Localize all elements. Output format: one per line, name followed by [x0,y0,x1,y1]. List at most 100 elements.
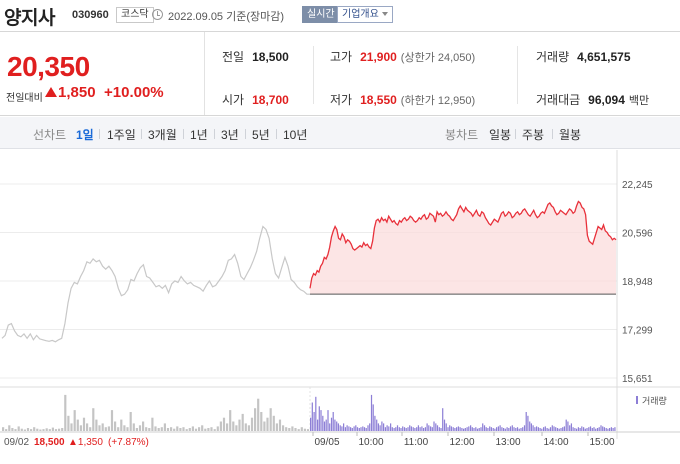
stat-label: 시가 [222,93,245,107]
volume-bar-today [323,421,326,431]
tab-5year[interactable]: 5년 [252,128,270,142]
volume-bar-today [430,426,432,431]
stat-high: 고가 21,900 (상한가 24,050) [330,48,475,65]
footer-close: 18,500 [34,437,65,448]
volume-bar-today [384,427,387,431]
volume-bar-today [511,425,513,431]
volume-bar-prev [86,423,89,431]
volume-bar-today [501,427,503,431]
volume-bar-today [607,428,609,431]
volume-bar-prev [188,428,191,431]
volume-bar-prev [145,427,148,431]
volume-bar-today [396,425,399,431]
stat-value: 18,700 [252,93,289,107]
volume-bar-today [391,427,393,431]
volume-bar-today [376,419,378,431]
volume-bar-today [598,427,600,431]
volume-bar-today [395,427,397,431]
volume-bar-prev [64,394,67,431]
footer-change: ▲1,350 [68,437,103,448]
volume-bar-today [569,425,571,431]
volume-bar-today [522,427,524,431]
tab-3year[interactable]: 3년 [221,128,239,142]
volume-bar-today [454,428,456,431]
volume-bar-today [574,428,576,431]
volume-bar-today [546,428,548,431]
volume-bar-today [551,425,553,431]
stat-volume: 거래량 4,651,575 [536,48,631,65]
tab-1week[interactable]: 1주일 [107,128,136,142]
volume-bar-today [329,423,331,431]
volume-bar-today [539,428,541,431]
volume-bar-prev [210,427,213,431]
volume-bar-today [515,428,517,431]
volume-bar-today [457,426,460,431]
volume-bar-today [490,427,493,431]
tab-1year[interactable]: 1년 [190,128,208,142]
chevron-down-icon [381,12,388,17]
volume-bar-prev [185,429,188,431]
stat-open: 시가 18,700 [222,91,289,108]
x-tick-label: 11:00 [404,437,429,448]
stat-value: 18,550 [360,93,397,107]
volume-bar-prev [26,428,30,431]
tab-divider [214,129,215,139]
price-chart[interactable]: 22,245 20,596 18,948 17,299 15,651 09/05 10:0… [0,150,680,459]
volume-bar-prev [288,428,291,431]
change-label: 전일대비 [6,93,43,104]
volume-bar-today [513,427,515,431]
tab-1day[interactable]: 1일 [76,128,94,142]
tab-weekly-candle[interactable]: 주봉 [522,128,545,142]
volume-bar-today [593,427,595,431]
stat-value: 96,094 [588,93,625,107]
tab-monthly-candle[interactable]: 월봉 [559,128,582,142]
volume-bar-prev [126,427,129,431]
volume-bar-today [548,428,550,431]
volume-bar-today [577,427,580,431]
volume-bar-prev [51,427,54,431]
volume-bar-today [327,410,329,431]
volume-bar-today [332,412,334,431]
stock-name: 양지사 [4,8,55,29]
volume-bar-today [470,425,472,431]
realtime-button[interactable]: 실시간 [302,6,340,23]
volume-bar-today [398,427,400,431]
volume-bar-prev [8,425,11,431]
stat-value: 21,900 [360,50,397,64]
price-change: 1,850 [58,84,96,101]
volume-bar-prev [241,413,244,431]
volume-bar-today [405,428,407,431]
volume-bar-prev [5,429,8,431]
volume-bar-prev [176,426,179,431]
volume-bar-today [588,427,590,431]
volume-bar-prev [142,421,145,431]
stat-label: 저가 [330,93,353,107]
volume-bar-prev [58,428,61,431]
tab-daily-candle[interactable]: 일봉 [489,128,512,142]
volume-bar-today [605,428,607,431]
volume-bar-prev [54,429,58,431]
x-tick-label: 15:00 [589,437,614,448]
company-overview-button[interactable]: 기업개요 [337,6,393,23]
volume-bar-today [529,421,531,431]
tab-3month[interactable]: 3개월 [148,128,177,142]
volume-bar-today [350,427,352,431]
volume-bar-today [556,428,559,431]
volume-bar-prev [250,417,254,431]
price-change-rate: +10.00% [104,84,164,101]
volume-bar-today [421,426,423,431]
volume-bar-today [553,426,555,431]
tab-10year[interactable]: 10년 [283,128,308,142]
volume-bar-prev [226,423,229,431]
volume-bar-prev [82,417,86,431]
stat-prev-close: 전일 18,500 [222,48,289,65]
volume-bar-today [473,428,475,431]
volume-bar-today [356,427,359,431]
clock-icon [152,9,163,20]
volume-bar-today [463,428,465,431]
volume-bar-today [417,425,420,431]
volume-bar-today [523,425,526,431]
volume-bar-today [353,426,355,431]
volume-bar-prev [204,428,207,431]
volume-bar-today [464,428,466,431]
